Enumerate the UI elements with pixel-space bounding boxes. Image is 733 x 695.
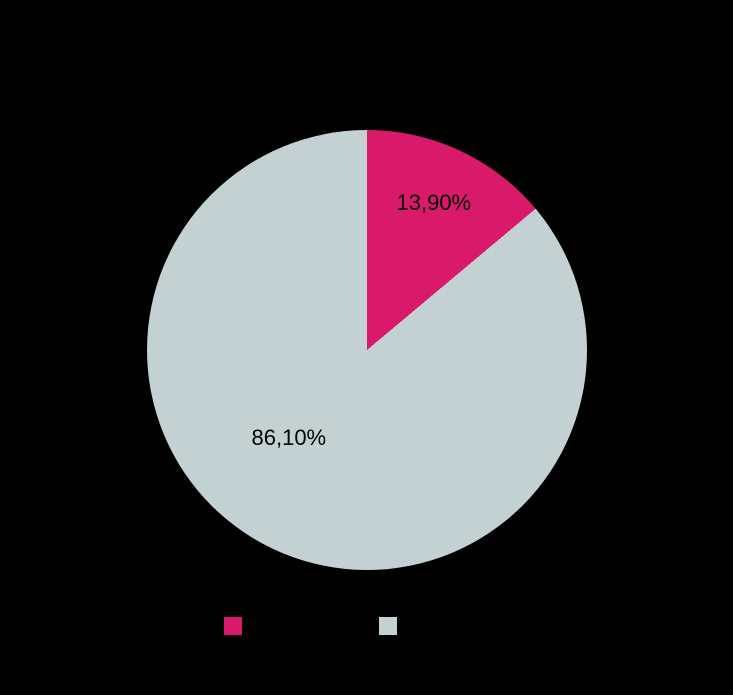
pie-wrap: 13,90% 86,10% <box>0 130 733 570</box>
legend: Satisfied Dissatisfied <box>0 614 733 637</box>
legend-swatch-1 <box>379 617 397 635</box>
slice-label-1: 86,10% <box>252 425 327 451</box>
legend-swatch-0 <box>224 617 242 635</box>
slice-label-0: 13,90% <box>397 190 472 216</box>
pie-chart: 13,90% 86,10% <box>147 130 587 570</box>
legend-item-0: Satisfied <box>224 614 329 637</box>
legend-label-1: Dissatisfied <box>407 614 509 637</box>
legend-item-1: Dissatisfied <box>379 614 509 637</box>
chart-container: Satisfaction Index 13,90% 86,10% Satisfi… <box>0 0 733 695</box>
chart-title: Satisfaction Index <box>0 30 733 56</box>
legend-label-0: Satisfied <box>252 614 329 637</box>
